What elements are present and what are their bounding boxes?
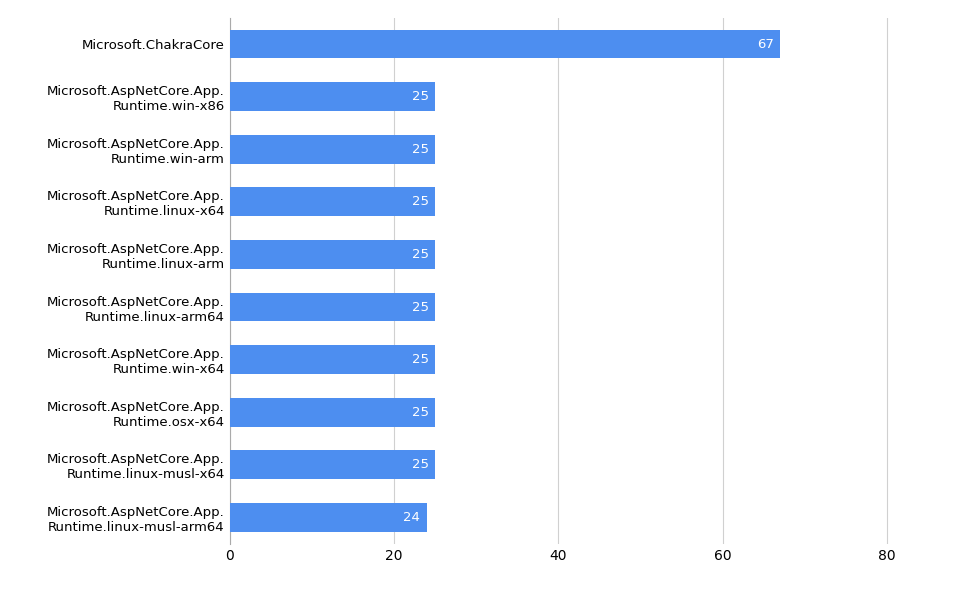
Text: 25: 25 [412,459,429,471]
Text: 67: 67 [757,38,774,50]
Bar [230,503,427,532]
Bar [230,187,435,216]
Text: 25: 25 [412,406,429,418]
Bar [230,293,435,322]
Bar [230,398,435,427]
Text: 25: 25 [412,353,429,366]
Bar [230,450,435,479]
Bar [230,345,435,374]
Text: 25: 25 [412,248,429,261]
Bar [230,30,780,59]
Text: 25: 25 [412,90,429,103]
Text: 25: 25 [412,196,429,208]
Text: 24: 24 [404,511,420,524]
Text: 25: 25 [412,143,429,155]
Bar [230,135,435,164]
Bar [230,240,435,269]
Text: 25: 25 [412,301,429,313]
Bar [230,82,435,111]
